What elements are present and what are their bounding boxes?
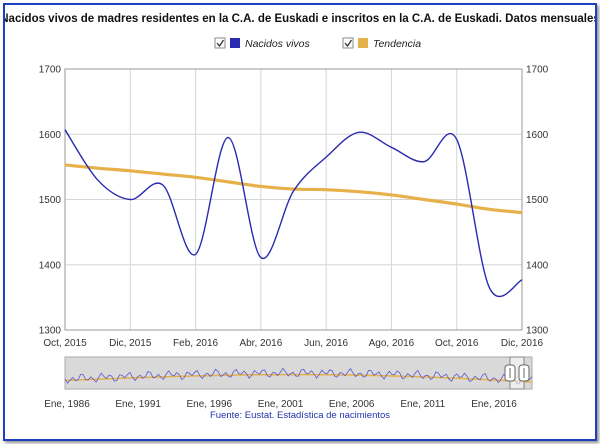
y-tick-label: 1300 xyxy=(526,326,549,337)
navigator-x-tick-label: Ene, 2001 xyxy=(258,399,304,410)
navigator-trend-line xyxy=(64,373,533,383)
data-point[interactable] xyxy=(257,254,265,262)
data-point[interactable] xyxy=(387,143,395,151)
data-point[interactable] xyxy=(420,158,428,166)
legend-checkbox[interactable] xyxy=(214,37,226,49)
x-tick-label: Feb, 2016 xyxy=(173,338,218,349)
data-point[interactable] xyxy=(290,187,298,195)
x-tick-label: Ago, 2016 xyxy=(369,338,415,349)
data-point[interactable] xyxy=(159,181,167,189)
y-tick-label: 1400 xyxy=(526,260,549,271)
data-point[interactable] xyxy=(94,164,102,172)
data-point[interactable] xyxy=(453,200,461,208)
series-line-tendencia xyxy=(64,163,523,215)
checkmark-icon xyxy=(344,39,353,48)
y-tick-label: 1300 xyxy=(39,326,62,337)
legend-item-0[interactable]: Nacidos vivos xyxy=(214,37,311,50)
y-tick-label: 1500 xyxy=(39,195,62,206)
legend-swatch xyxy=(230,38,240,48)
data-point[interactable] xyxy=(518,209,526,217)
legend: Nacidos vivos Tendencia xyxy=(214,37,421,50)
data-point[interactable] xyxy=(485,205,493,213)
chart-svg: Nacidos vivos de madres residentes en la… xyxy=(5,13,595,421)
legend-item-1[interactable]: Tendencia xyxy=(342,37,421,50)
data-point[interactable] xyxy=(192,173,200,181)
chart-title: Nacidos vivos de madres residentes en la… xyxy=(5,13,595,25)
plot-border xyxy=(64,68,523,331)
x-tick-label: Dic, 2015 xyxy=(109,338,152,349)
x-axis: Oct, 2015 Dic, 2015 Feb, 2016 Abr, 2016 Jun,… xyxy=(43,338,543,349)
navigator-x-tick-label: Ene, 2011 xyxy=(400,399,445,410)
data-point[interactable] xyxy=(420,196,428,204)
navigator-series-line xyxy=(64,367,533,385)
data-point[interactable] xyxy=(126,167,134,175)
data-point[interactable] xyxy=(192,250,200,258)
data-point[interactable] xyxy=(224,134,232,142)
legend-checkbox[interactable] xyxy=(342,37,354,49)
y-tick-label: 1700 xyxy=(526,65,549,76)
y-tick-label: 1500 xyxy=(526,195,549,206)
navigator-x-tick-label: Ene, 1986 xyxy=(44,399,90,410)
data-point[interactable] xyxy=(94,176,102,184)
navigator[interactable] xyxy=(64,356,533,390)
data-point[interactable] xyxy=(61,161,69,169)
y-tick-label: 1600 xyxy=(526,130,549,141)
x-tick-label: Abr, 2016 xyxy=(239,338,282,349)
data-point[interactable] xyxy=(224,178,232,186)
legend-label: Nacidos vivos xyxy=(245,38,311,50)
data-point[interactable] xyxy=(355,188,363,196)
navigator-x-tick-label: Ene, 2006 xyxy=(329,399,375,410)
data-point[interactable] xyxy=(257,182,265,190)
legend-label: Tendencia xyxy=(373,38,421,50)
navigator-x-tick-label: Ene, 1996 xyxy=(187,399,233,410)
data-point[interactable] xyxy=(126,196,134,204)
x-tick-label: Dic, 2016 xyxy=(501,338,544,349)
data-point[interactable] xyxy=(159,170,167,178)
navigator-x-axis: Ene, 1986 Ene, 1991 Ene, 1996 Ene, 2001 Ene,… xyxy=(44,399,517,410)
data-point[interactable] xyxy=(387,191,395,199)
y-axis-left: 1300 1400 1500 1600 1700 xyxy=(39,65,62,337)
source-note: Fuente: Eustat. Estadística de nacimient… xyxy=(210,410,390,421)
legend-swatch xyxy=(358,38,368,48)
chart-frame: Nacidos vivos de madres residentes en la… xyxy=(3,3,597,441)
checkmark-icon xyxy=(216,39,225,48)
data-point[interactable] xyxy=(355,128,363,136)
data-point[interactable] xyxy=(453,135,461,143)
series-line-nacidos-vivos xyxy=(64,129,523,297)
x-tick-label: Oct, 2016 xyxy=(435,338,479,349)
y-tick-label: 1400 xyxy=(39,260,62,271)
grid xyxy=(64,68,523,331)
navigator-x-tick-label: Ene, 1991 xyxy=(115,399,161,410)
y-axis-right: 1300 1400 1500 1600 1700 xyxy=(526,65,549,337)
data-point[interactable] xyxy=(61,126,69,134)
y-tick-label: 1600 xyxy=(39,130,62,141)
series-layer xyxy=(61,126,526,297)
x-tick-label: Oct, 2015 xyxy=(43,338,87,349)
x-tick-label: Jun, 2016 xyxy=(304,338,348,349)
data-point[interactable] xyxy=(322,153,330,161)
data-point[interactable] xyxy=(518,276,526,284)
navigator-track xyxy=(64,356,533,390)
y-tick-label: 1700 xyxy=(39,65,62,76)
data-point[interactable] xyxy=(322,186,330,194)
navigator-x-tick-label: Ene, 2016 xyxy=(471,399,517,410)
data-point[interactable] xyxy=(485,284,493,292)
